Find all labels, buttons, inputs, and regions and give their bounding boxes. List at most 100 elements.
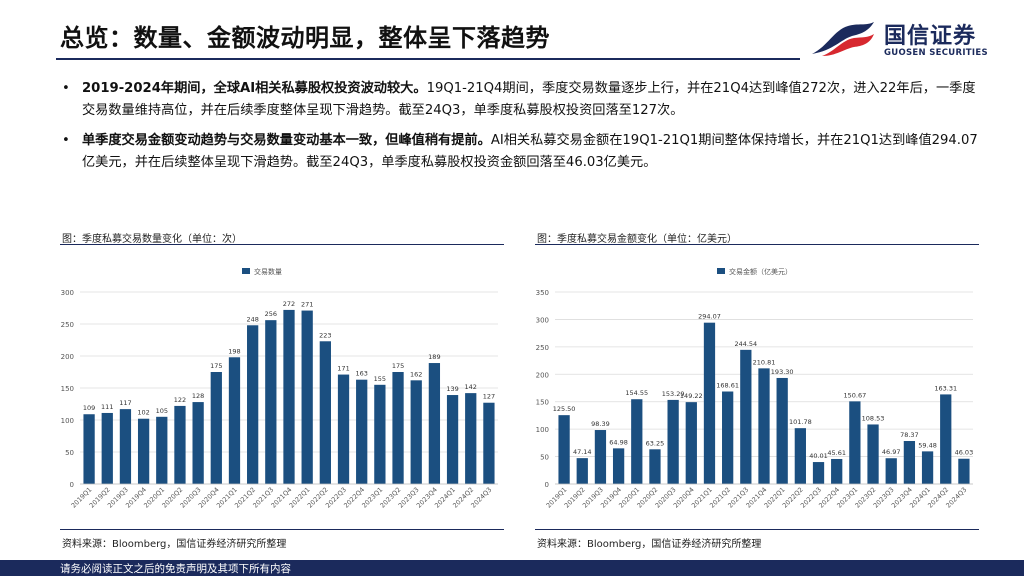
- data-label: 271: [301, 301, 313, 309]
- data-label: 47.14: [573, 448, 592, 456]
- bar: [410, 380, 422, 484]
- bullet-body: AI相关私募交易金额在19Q1-21Q1期间整体保持增长，并在21Q1达到峰值2…: [82, 133, 978, 170]
- y-tick-label: 50: [540, 454, 549, 462]
- data-label: 46.97: [882, 448, 901, 456]
- data-label: 105: [156, 407, 168, 415]
- bullet-marker: •: [62, 133, 70, 148]
- bar: [685, 402, 697, 484]
- bullet-item: • 2019-2024年期间，全球AI相关私募股权投资波动较大。19Q1-21Q…: [62, 78, 982, 122]
- bar: [649, 449, 661, 484]
- bar: [631, 399, 643, 484]
- bar: [101, 412, 113, 484]
- bar: [228, 357, 241, 484]
- logo-mark-icon: [812, 22, 874, 56]
- data-label: 64.98: [609, 438, 628, 446]
- bar: [446, 395, 459, 484]
- bullet-heading: 单季度交易金额变动趋势与交易数量变动基本一致，但峰值稍有提前。: [82, 133, 491, 148]
- right-chart-source: 资料来源：Bloomberg，国信证券经济研究所整理: [537, 539, 762, 550]
- left-panel-bottom-rule: [60, 529, 504, 530]
- legend-label: 交易金额（亿美元）: [729, 267, 792, 276]
- data-label: 248: [246, 315, 258, 323]
- data-label: 45.61: [827, 449, 846, 457]
- data-label: 101.78: [789, 418, 812, 426]
- bar: [174, 405, 186, 484]
- bar: [867, 424, 879, 484]
- bullet-item: • 单季度交易金额变动趋势与交易数量变动基本一致，但峰值稍有提前。AI相关私募交…: [62, 130, 982, 174]
- deal-count-chart-svg: 交易数量0501001502002503001092019Q11112019Q2…: [61, 267, 498, 510]
- bar: [794, 428, 806, 484]
- legend-swatch: [242, 268, 250, 274]
- bar: [210, 372, 222, 484]
- footer-bar: 请务必阅读正文之后的免责声明及其项下所有内容: [0, 560, 1024, 576]
- chart-legend: 交易金额（亿美元）: [717, 267, 792, 276]
- bar: [265, 320, 277, 484]
- bar: [156, 416, 168, 484]
- y-tick-label: 150: [61, 385, 74, 393]
- right-panel-top-rule: [535, 244, 979, 245]
- bar: [119, 409, 132, 484]
- data-label: 244.54: [734, 340, 757, 348]
- data-label: 189: [428, 353, 440, 361]
- bar: [465, 393, 477, 484]
- y-tick-label: 50: [65, 449, 74, 457]
- data-label: 142: [465, 383, 477, 391]
- data-label: 175: [392, 362, 404, 370]
- bar: [612, 448, 625, 484]
- right-panel-bottom-rule: [535, 529, 979, 530]
- y-tick-label: 250: [536, 344, 549, 352]
- data-label: 155: [374, 375, 386, 383]
- y-tick-label: 100: [61, 417, 74, 425]
- bar: [137, 418, 150, 484]
- data-label: 117: [119, 399, 131, 407]
- bar: [594, 430, 607, 484]
- data-label: 163: [355, 370, 367, 378]
- data-label: 193.30: [771, 368, 794, 376]
- bar: [558, 415, 570, 484]
- data-label: 108.53: [862, 414, 885, 422]
- bar: [812, 462, 825, 484]
- title-divider: [56, 58, 800, 60]
- page-title: 总览：数量、金额波动明显，整体呈下落趋势: [60, 24, 550, 52]
- data-label: 294.07: [698, 313, 721, 321]
- right-chart-title: 图：季度私募交易金额变化（单位：亿美元）: [537, 234, 737, 245]
- bar: [667, 399, 679, 484]
- bar: [703, 322, 716, 484]
- bar: [483, 402, 495, 484]
- brand-logo: 国信证券 GUOSEN SECURITIES: [808, 14, 1018, 66]
- bar: [356, 379, 368, 484]
- data-label: 223: [319, 331, 331, 339]
- y-tick-label: 0: [70, 481, 74, 489]
- deal-count-chart: 交易数量 0 50 100 150 200 250 300 109 2019Q1 111 2019Q2…: [58, 258, 506, 528]
- bar: [83, 414, 95, 484]
- bar: [849, 401, 861, 484]
- legend-swatch: [717, 268, 725, 274]
- bar: [758, 368, 770, 484]
- data-label: 149.22: [680, 392, 703, 400]
- footer-disclaimer: 请务必阅读正文之后的免责声明及其项下所有内容: [60, 563, 291, 575]
- left-chart-source: 资料来源：Bloomberg，国信证券经济研究所整理: [62, 539, 287, 550]
- deal-amount-chart: 交易金额（亿美元） 0 50 100 150 200 250 300 350 125.50 2019…: [533, 258, 981, 528]
- bar: [576, 458, 588, 484]
- data-label: 98.39: [591, 420, 610, 428]
- bar: [831, 458, 843, 484]
- data-label: 63.25: [646, 439, 665, 447]
- data-label: 153.29: [662, 390, 685, 398]
- data-label: 109: [83, 404, 95, 412]
- bar: [374, 384, 386, 484]
- data-label: 40.01: [809, 452, 828, 460]
- data-label: 59.48: [918, 441, 937, 449]
- bar: [319, 341, 331, 484]
- data-label: 171: [337, 365, 349, 373]
- data-label: 125.50: [553, 405, 576, 413]
- legend-label: 交易数量: [254, 267, 282, 276]
- y-tick-label: 200: [536, 371, 549, 379]
- y-tick-label: 200: [61, 353, 74, 361]
- data-label: 139: [446, 385, 458, 393]
- data-label: 272: [283, 300, 295, 308]
- bar: [940, 394, 952, 484]
- deal-amount-chart-svg: 交易金额（亿美元）050100150200250300350125.502019…: [536, 267, 974, 510]
- y-tick-label: 300: [61, 289, 74, 297]
- left-chart-title: 图：季度私募交易数量变化（单位：次）: [62, 234, 242, 245]
- data-label: 210.81: [753, 358, 776, 366]
- logo-name-en: GUOSEN SECURITIES: [884, 48, 988, 58]
